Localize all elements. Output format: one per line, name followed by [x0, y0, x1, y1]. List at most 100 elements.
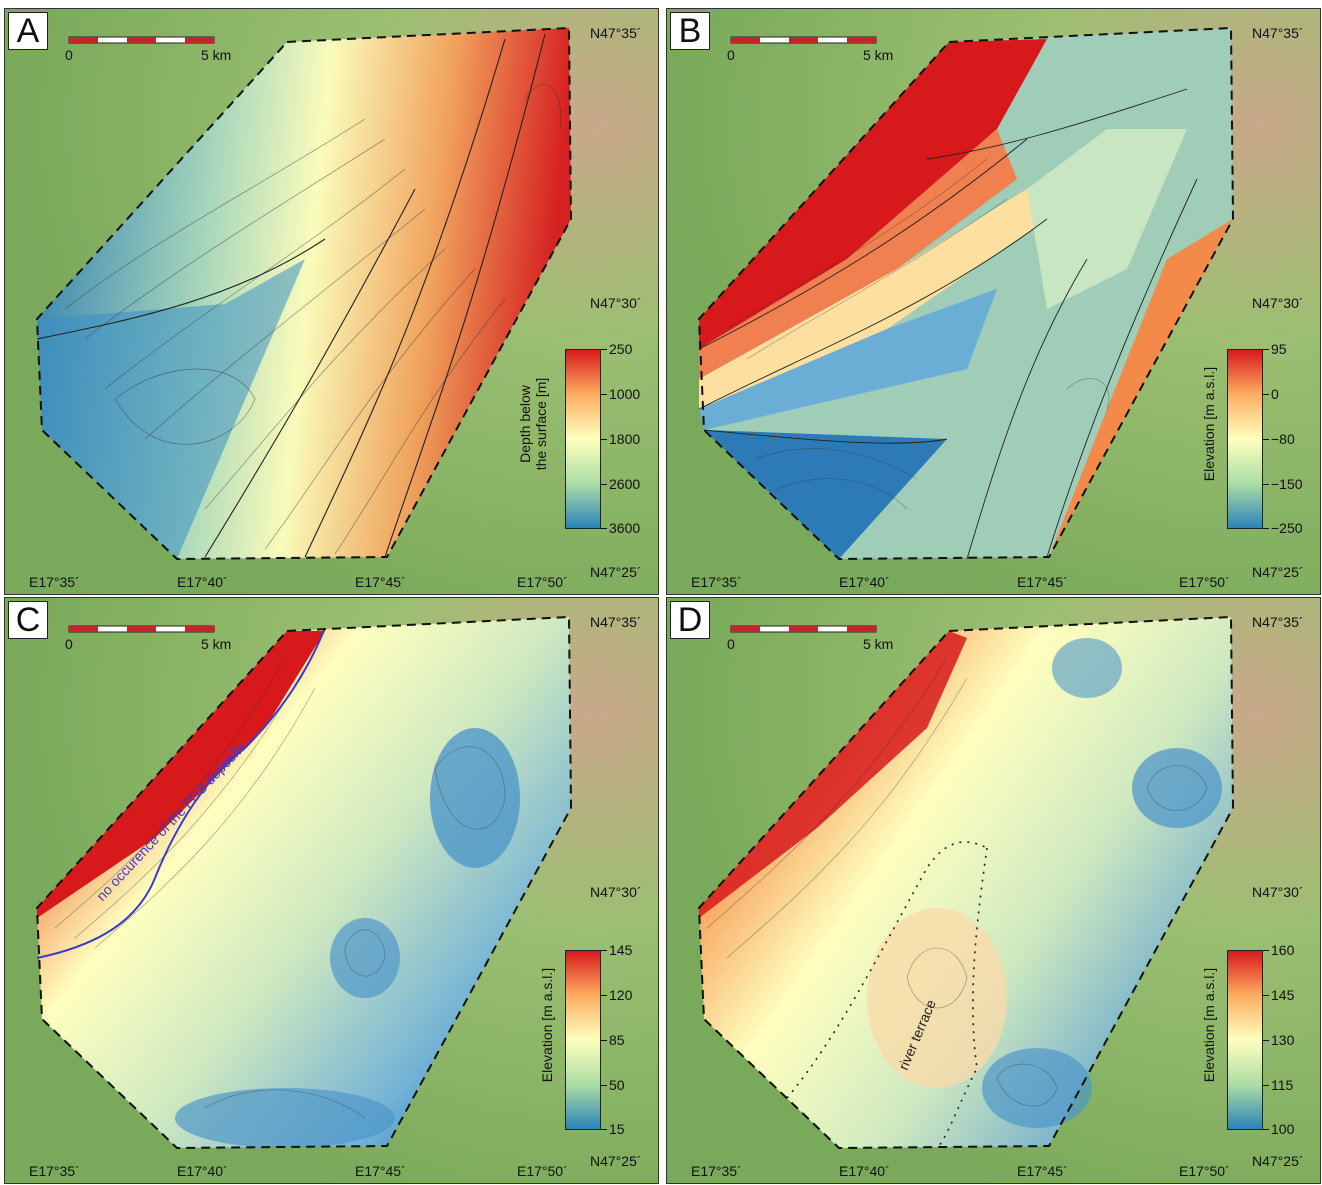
lon-3-label: E17°45´ [1017, 574, 1068, 590]
colorbar-tick: −150 [1271, 476, 1303, 492]
lon-4-label: E17°50´ [1179, 574, 1230, 590]
fault-lines [36, 33, 546, 558]
panel-c-map [5, 598, 658, 1183]
colorbar-tick: 145 [609, 942, 633, 958]
lon-2-label: E17°40´ [177, 574, 228, 590]
colorbar-tick: 160 [1271, 942, 1295, 958]
low-spot-east [430, 728, 520, 868]
panel-b: B 0 5 km N47°35´ N47°30´ N47°25´ E17°35´… [666, 8, 1321, 595]
lon-2-label: E17°40´ [177, 1163, 228, 1179]
elevation-surface [699, 617, 1233, 1148]
contour-lines [64, 84, 562, 555]
lon-1-label: E17°35´ [29, 574, 80, 590]
low-zone-light [699, 289, 997, 430]
scale-bar [68, 36, 215, 44]
colorbar-tick: 100 [1271, 1121, 1295, 1137]
colorbar-tick: 0 [1271, 386, 1279, 402]
scale-bar [68, 625, 215, 633]
low-spot-east [1132, 748, 1222, 828]
colorbar-tick: 85 [609, 1032, 625, 1048]
colorbar-title: Depth below the surface [m] [517, 377, 549, 471]
colorbar-title: Elevation [m a.s.l.] [539, 967, 555, 1083]
fault-lines [698, 88, 1198, 560]
low-spot-north [1052, 638, 1122, 698]
mid-zone [699, 189, 1047, 409]
colorbar-tick: 1800 [609, 431, 641, 447]
colorbar-tick: 3600 [609, 520, 641, 536]
river-terrace-zone [867, 908, 1007, 1088]
panel-a: A 0 5 km N47°35´ N47°30´ N47°25´ E17°35´… [4, 8, 659, 595]
scale-zero-label: 0 [727, 636, 735, 652]
river-terrace-boundary [786, 841, 988, 1149]
panel-letter: A [8, 12, 48, 50]
colorbar-tick: −250 [1271, 520, 1303, 536]
study-area-boundary [35, 26, 573, 561]
high-zone-red [37, 631, 325, 918]
lon-3-label: E17°45´ [355, 1163, 406, 1179]
lon-3-label: E17°45´ [355, 574, 406, 590]
contour-lines [706, 657, 1208, 1107]
scale-length-label: 5 km [201, 636, 232, 652]
low-spot-center [330, 918, 400, 998]
contour-lines [54, 657, 506, 1119]
lon-4-label: E17°50´ [517, 1163, 568, 1179]
study-area-boundary [697, 26, 1235, 561]
panel-d-map [667, 598, 1320, 1183]
lat-top-label: N47°35´ [590, 614, 642, 630]
lon-3-label: E17°45´ [1017, 1163, 1068, 1179]
colorbar-tick: 130 [1271, 1032, 1295, 1048]
colorbar [565, 349, 601, 529]
panel-a-map [5, 9, 658, 594]
lon-4-label: E17°50´ [1179, 1163, 1230, 1179]
scale-zero-label: 0 [65, 636, 73, 652]
lat-top-label: N47°35´ [590, 25, 642, 41]
high-zone-red [699, 631, 967, 918]
panel-letter: D [670, 601, 710, 639]
scale-zero-label: 0 [65, 47, 73, 63]
lat-bottom-label: N47°25´ [590, 1153, 642, 1169]
colorbar-tick: 2600 [609, 476, 641, 492]
lon-2-label: E17°40´ [839, 574, 890, 590]
scale-length-label: 5 km [863, 47, 894, 63]
fds-boundary-line [36, 627, 326, 959]
high-zone-red [699, 39, 1047, 349]
lat-top-label: N47°35´ [1252, 614, 1304, 630]
study-area-boundary [35, 615, 573, 1150]
colorbar [1227, 349, 1263, 529]
scale-bar [730, 36, 877, 44]
lon-4-label: E17°50´ [517, 574, 568, 590]
colorbar-tick: 1000 [609, 386, 641, 402]
scale-zero-label: 0 [727, 47, 735, 63]
lat-mid-label: N47°30´ [1252, 884, 1304, 900]
colorbar-title: Elevation [m a.s.l.] [1201, 967, 1217, 1083]
lon-1-label: E17°35´ [691, 1163, 742, 1179]
lon-1-label: E17°35´ [691, 574, 742, 590]
low-zone-blue [704, 430, 947, 559]
scale-length-label: 5 km [201, 47, 232, 63]
colorbar [1227, 950, 1263, 1130]
panel-letter: C [8, 601, 48, 639]
lon-2-label: E17°40´ [839, 1163, 890, 1179]
colorbar-tick: 250 [609, 341, 633, 357]
colorbar-tick: 50 [609, 1077, 625, 1093]
lon-1-label: E17°35´ [29, 1163, 80, 1179]
lat-mid-label: N47°30´ [1252, 295, 1304, 311]
low-spot-south [982, 1048, 1092, 1128]
colorbar-tick: 120 [609, 987, 633, 1003]
colorbar-tick: −80 [1271, 431, 1295, 447]
lat-top-label: N47°35´ [1252, 25, 1304, 41]
deep-basin-zone [37, 259, 305, 559]
colorbar-tick: 95 [1271, 341, 1287, 357]
colorbar-title: Elevation [m a.s.l.] [1201, 366, 1217, 482]
colorbar-tick: 115 [1271, 1077, 1294, 1093]
panel-letter: B [670, 12, 710, 50]
central-green [1027, 129, 1187, 309]
lat-bottom-label: N47°25´ [590, 564, 642, 580]
high-zone-orange [699, 129, 1017, 379]
colorbar [565, 950, 601, 1130]
low-spot-south [175, 1088, 395, 1148]
panel-b-map [667, 9, 1320, 594]
elevation-surface [37, 617, 571, 1148]
scale-bar [730, 625, 877, 633]
colorbar-tick: 145 [1271, 987, 1295, 1003]
